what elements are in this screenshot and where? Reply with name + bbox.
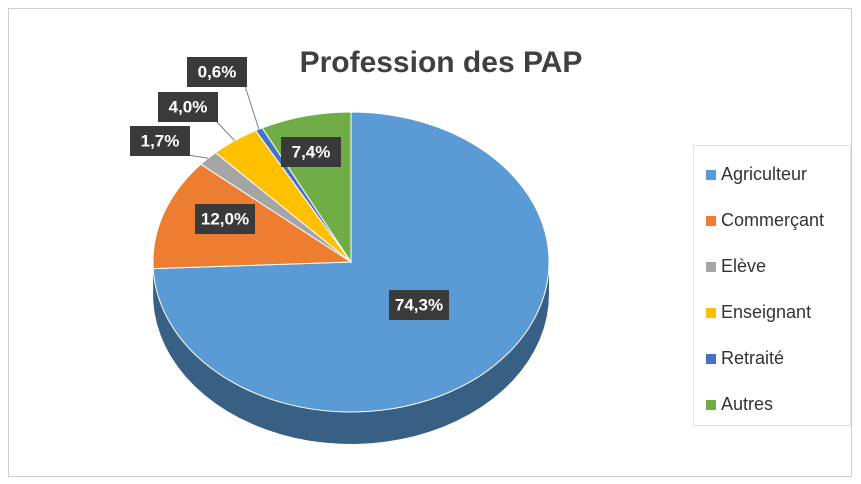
label-box — [187, 57, 247, 87]
label-box — [281, 137, 341, 167]
data-label: 74,3% — [395, 295, 443, 314]
legend-box — [693, 145, 851, 426]
data-label: 4,0% — [169, 97, 208, 116]
slice-side — [153, 262, 550, 444]
legend-label: Retraité — [721, 348, 784, 368]
legend-swatch — [706, 354, 716, 364]
legend-label: Elève — [721, 256, 766, 276]
legend-swatch — [706, 262, 716, 272]
leader-line — [215, 120, 235, 141]
label-box — [195, 204, 255, 234]
label-box — [389, 290, 449, 320]
label-box — [130, 126, 190, 156]
legend-label: Agriculteur — [721, 164, 807, 184]
legend-label: Commerçant — [721, 210, 824, 230]
label-box — [158, 92, 218, 122]
data-label: 12,0% — [201, 209, 249, 228]
legend-swatch — [706, 170, 716, 180]
data-label: 1,7% — [141, 131, 180, 150]
data-label: 0,6% — [198, 62, 237, 81]
legend-label: Autres — [721, 394, 773, 414]
data-label: 7,4% — [292, 142, 331, 161]
legend-swatch — [706, 216, 716, 226]
leader-line — [187, 154, 209, 159]
leader-line — [244, 85, 260, 130]
legend-swatch — [706, 308, 716, 318]
chart-title: Profession des PAP — [300, 46, 583, 79]
legend-swatch — [706, 400, 716, 410]
legend-label: Enseignant — [721, 302, 811, 322]
